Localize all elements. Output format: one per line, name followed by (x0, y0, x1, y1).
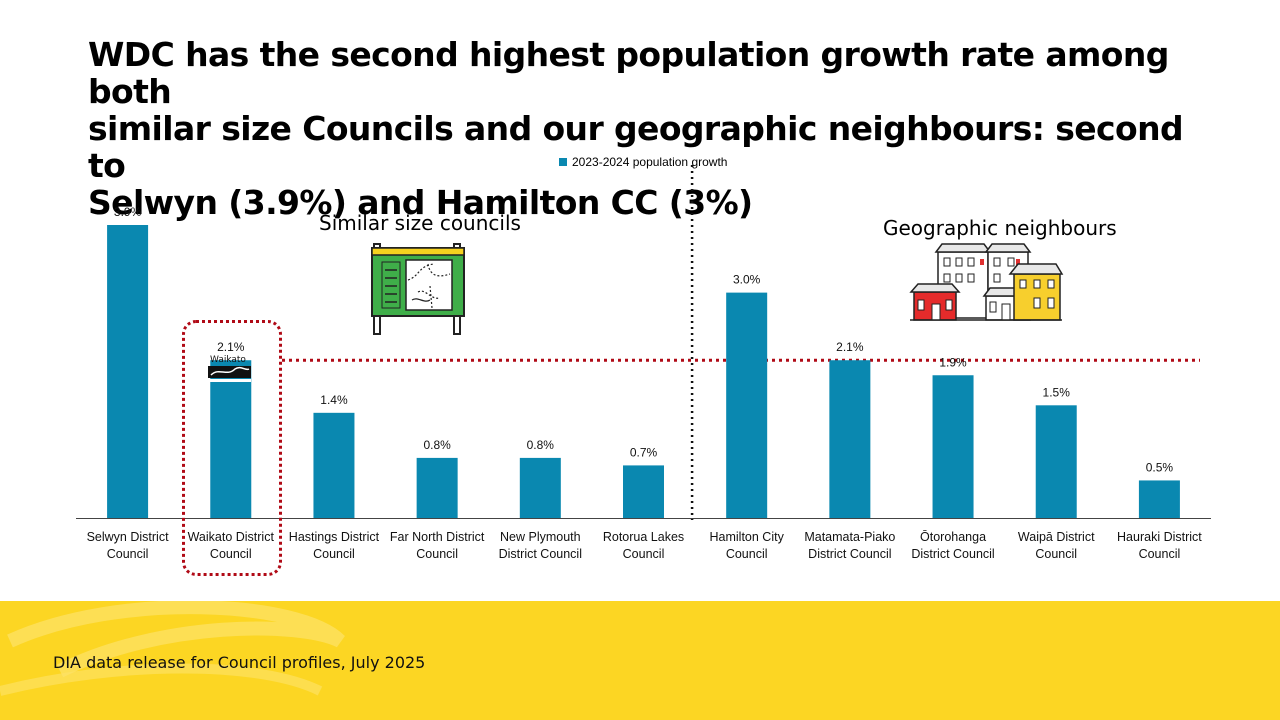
category-label: District Council (808, 547, 891, 561)
logo-emblem-icon (208, 366, 251, 382)
bar (107, 225, 149, 518)
category-label: Matamata-Piako (804, 530, 895, 544)
bar (726, 292, 768, 518)
section-label-geographic: Geographic neighbours (883, 216, 1117, 240)
bar (1035, 405, 1077, 518)
logo-wordmark: Waikato (210, 355, 246, 365)
title-line: WDC has the second highest population gr… (88, 35, 1169, 111)
data-label: 0.8% (527, 438, 555, 452)
category-label: Rotorua Lakes (603, 530, 684, 544)
data-label: 3.9% (114, 205, 142, 219)
data-label: 2.1% (836, 340, 864, 354)
title-line: similar size Councils and our geographic… (88, 109, 1184, 185)
data-label: 0.5% (1146, 460, 1174, 474)
category-label: Council (1035, 547, 1077, 561)
footer-band: DIA data release for Council profiles, J… (0, 601, 1280, 720)
category-label: Council (313, 547, 355, 561)
category-label: Ōtorohanga (920, 530, 986, 544)
waikato-highlight-box (182, 320, 282, 576)
bar (932, 375, 974, 518)
section-label-similar: Similar size councils (319, 211, 521, 235)
bar (210, 360, 252, 518)
category-label: Council (726, 547, 768, 561)
category-label: Hastings District (289, 530, 380, 544)
bar (313, 412, 355, 518)
category-label: New Plymouth (500, 530, 581, 544)
map-board-icon (371, 243, 465, 335)
data-label: 1.4% (320, 393, 348, 407)
bar (519, 457, 561, 518)
data-label: 0.7% (630, 445, 658, 459)
category-label: Selwyn District (87, 530, 169, 544)
category-label: Council (210, 547, 252, 561)
category-label: Council (1139, 547, 1181, 561)
data-label: 0.8% (423, 438, 451, 452)
bar (829, 360, 871, 518)
data-label: 2.1% (217, 340, 245, 354)
data-label: 3.0% (733, 273, 761, 287)
data-label: 1.5% (1043, 385, 1071, 399)
category-label: Council (623, 547, 665, 561)
legend-swatch (559, 158, 567, 166)
page-title: WDC has the second highest population gr… (88, 36, 1208, 221)
category-label: Far North District (390, 530, 485, 544)
bar (1138, 480, 1180, 518)
data-label: 1.9% (939, 355, 967, 369)
houses-icon (909, 243, 1064, 321)
source-note: DIA data release for Council profiles, J… (53, 653, 426, 672)
category-label: Council (416, 547, 458, 561)
category-label: District Council (911, 547, 994, 561)
category-label: Hauraki District (1117, 530, 1202, 544)
category-label: Waikato District (188, 530, 275, 544)
waikato-logo: Waikato (207, 355, 252, 383)
category-label: Hamilton City (710, 530, 785, 544)
title-line: Selwyn (3.9%) and Hamilton CC (3%) (88, 183, 753, 222)
chart-legend: 2023-2024 population growth (559, 155, 727, 169)
bar (623, 465, 664, 518)
category-label: District Council (499, 547, 582, 561)
category-label: Council (107, 547, 149, 561)
bar (416, 457, 458, 518)
legend-label: 2023-2024 population growth (572, 155, 728, 169)
category-label: Waipā District (1018, 530, 1095, 544)
swoosh-icon (0, 601, 345, 696)
